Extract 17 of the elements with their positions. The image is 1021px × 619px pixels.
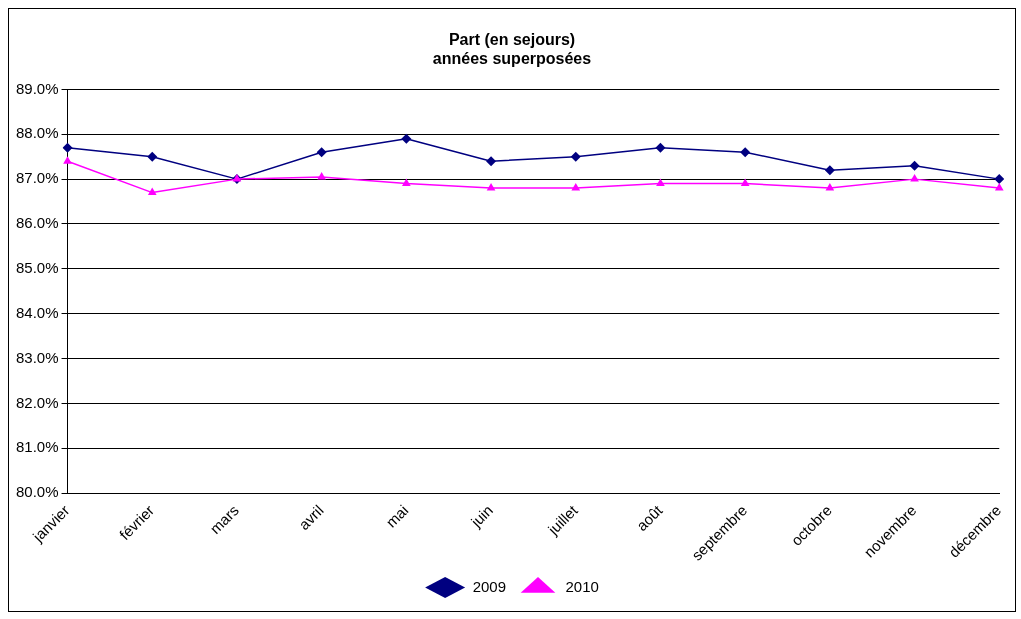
text: Part (en sejours)	[448, 31, 576, 49]
y-tick-label: 89.0%	[15, 79, 59, 97]
y-tick-label: 84.0%	[15, 303, 59, 321]
y-tick-label: 82.0%	[15, 393, 59, 411]
y-tick-label: 88.0%	[15, 124, 59, 142]
y-tick-label: 83.0%	[15, 348, 59, 366]
y-tick-label: 86.0%	[15, 214, 59, 232]
x-tick-label: juin	[466, 501, 497, 531]
x-tick-label: août	[632, 500, 667, 535]
x-tick-label: mai	[382, 501, 412, 531]
legend-label: 2010	[565, 577, 599, 595]
text: années superposées	[432, 50, 592, 68]
legend-label: 2009	[472, 577, 507, 595]
y-tick-label: 85.0%	[15, 258, 59, 276]
y-tick-label: 81.0%	[15, 438, 59, 456]
y-tick-label: 80.0%	[15, 483, 59, 501]
y-tick-label: 87.0%	[15, 169, 59, 187]
